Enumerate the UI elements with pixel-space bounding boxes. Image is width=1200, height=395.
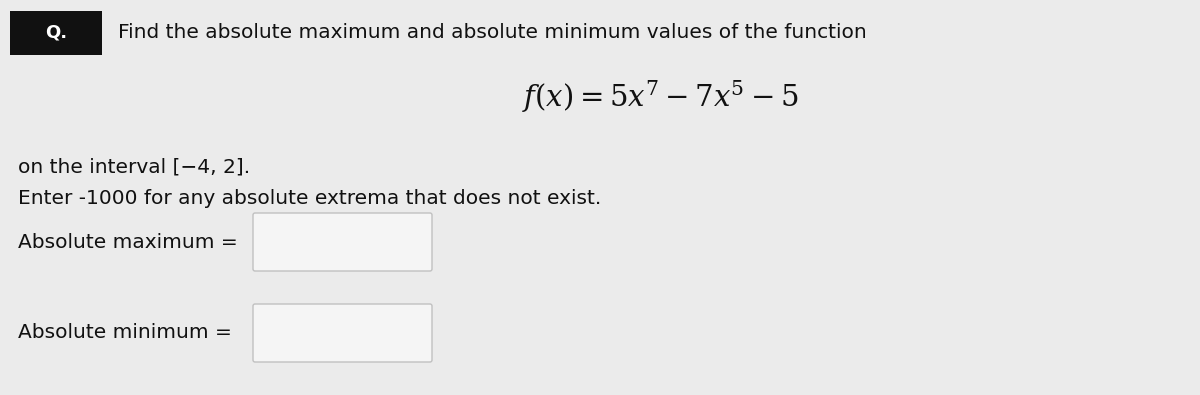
Text: Absolute maximum =: Absolute maximum = <box>18 233 238 252</box>
Text: Q.: Q. <box>44 24 67 42</box>
Text: $f(x) = 5x^7 - 7x^5 - 5$: $f(x) = 5x^7 - 7x^5 - 5$ <box>522 79 798 115</box>
Text: on the interval [−4, 2].: on the interval [−4, 2]. <box>18 158 250 177</box>
Text: Enter -1000 for any absolute extrema that does not exist.: Enter -1000 for any absolute extrema tha… <box>18 190 601 209</box>
FancyBboxPatch shape <box>253 213 432 271</box>
FancyBboxPatch shape <box>10 11 102 55</box>
Text: Absolute minimum =: Absolute minimum = <box>18 324 232 342</box>
FancyBboxPatch shape <box>253 304 432 362</box>
Text: Find the absolute maximum and absolute minimum values of the function: Find the absolute maximum and absolute m… <box>118 23 866 43</box>
